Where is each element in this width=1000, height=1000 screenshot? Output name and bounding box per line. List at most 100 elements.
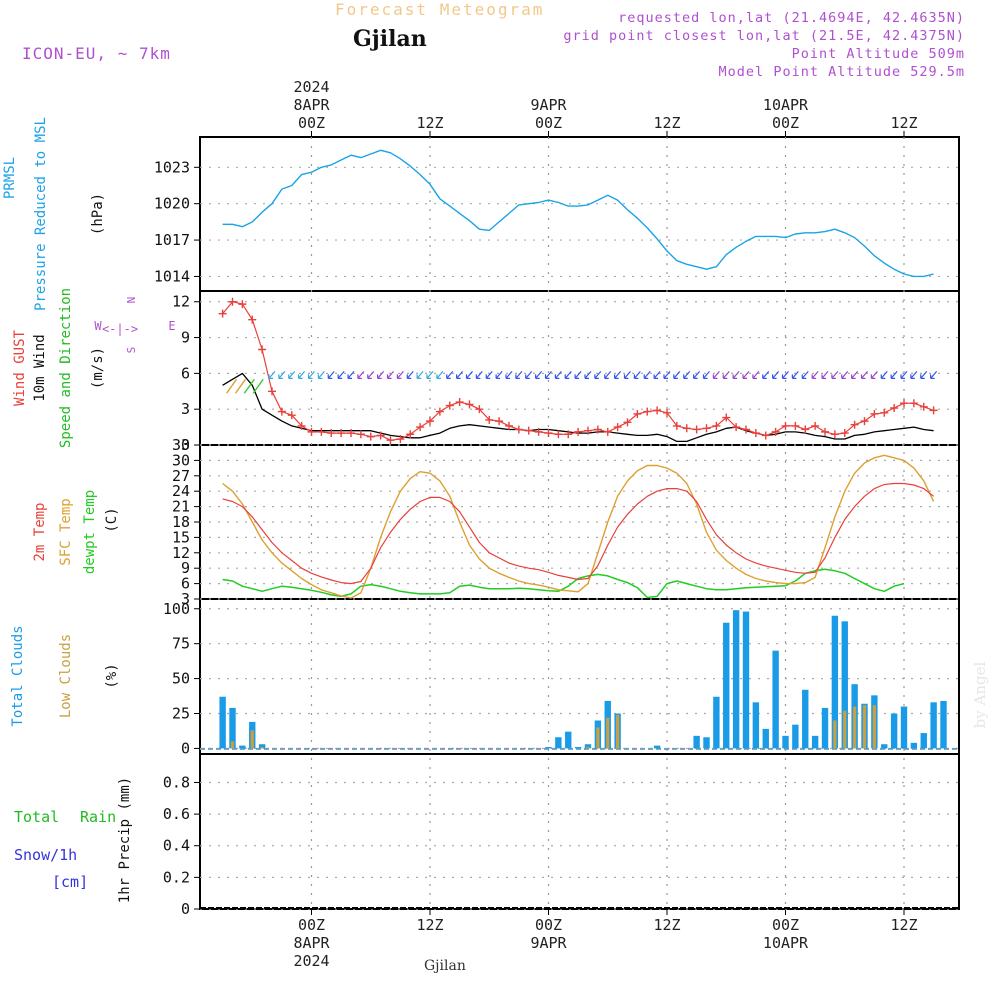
total-clouds-label: Total Clouds bbox=[10, 625, 26, 727]
wind-direction-arrow bbox=[252, 378, 264, 394]
total-cloud-bar bbox=[920, 733, 927, 749]
gust-marker bbox=[238, 300, 247, 309]
total-cloud-bar bbox=[219, 696, 226, 749]
gust-marker bbox=[495, 417, 504, 426]
wind-direction-arrow bbox=[633, 370, 641, 379]
wind-direction-arrow bbox=[860, 370, 868, 379]
wind-direction-arrow bbox=[781, 370, 789, 379]
total-cloud-bar bbox=[693, 735, 700, 749]
gust-marker bbox=[751, 429, 760, 438]
wind-direction-arrow bbox=[851, 370, 859, 379]
gust-markers bbox=[219, 297, 938, 445]
gust-marker bbox=[297, 421, 306, 430]
wind-direction-arrow bbox=[317, 370, 325, 379]
clouds-tick-label: 0 bbox=[181, 739, 190, 757]
gust-marker bbox=[356, 430, 365, 439]
gust-marker bbox=[623, 418, 632, 427]
wind-direction-arrow bbox=[377, 370, 385, 379]
time-label-bottom: 12Z bbox=[416, 916, 443, 934]
wind-direction-arrow bbox=[594, 370, 602, 379]
gust-marker bbox=[811, 421, 820, 430]
gust-marker bbox=[840, 429, 849, 438]
pressure-label-name: Pressure Reduced to MSL bbox=[33, 117, 49, 311]
gust-marker bbox=[514, 425, 523, 434]
time-label-bottom: 00Z bbox=[772, 916, 799, 934]
location-title: Gjilan bbox=[353, 26, 427, 52]
wind-direction-arrow bbox=[347, 370, 355, 379]
time-label-top: 12Z bbox=[653, 114, 680, 132]
wind-direction-arrow bbox=[831, 370, 839, 379]
gust-marker bbox=[317, 427, 326, 436]
gust-marker bbox=[633, 409, 642, 418]
wind-direction-arrow bbox=[535, 370, 543, 379]
wind-direction-arrow bbox=[821, 370, 829, 379]
gust-marker bbox=[435, 407, 444, 416]
wind-direction-arrow bbox=[396, 370, 404, 379]
wind-direction-arrow bbox=[910, 370, 918, 379]
time-label-top: 00Z bbox=[298, 114, 325, 132]
total-cloud-bar bbox=[239, 745, 246, 749]
low-cloud-bar bbox=[596, 727, 600, 749]
wind-direction-arrow bbox=[525, 370, 533, 379]
wind-tick-label: 12 bbox=[172, 293, 190, 311]
total-cloud-bar bbox=[930, 702, 937, 749]
sfc-temp-line bbox=[222, 454, 935, 599]
wind-direction-arrow bbox=[234, 378, 247, 394]
compass-w: W bbox=[94, 319, 102, 333]
gust-marker bbox=[277, 407, 286, 416]
wind-direction-arrow bbox=[243, 378, 255, 394]
time-label-top: 12Z bbox=[890, 114, 917, 132]
gust-marker bbox=[327, 429, 336, 438]
wind-direction-arrow bbox=[762, 370, 770, 379]
clouds-tick-label: 75 bbox=[172, 635, 190, 653]
wind-direction-arrow bbox=[574, 370, 582, 379]
total-cloud-bar bbox=[229, 707, 236, 749]
temp-tick-label: 30 bbox=[172, 451, 190, 469]
plot-frame bbox=[199, 136, 960, 910]
wind-tick-label: 9 bbox=[181, 329, 190, 347]
wind-unit-label: (m/s) bbox=[90, 346, 106, 390]
wind-direction-arrow bbox=[693, 370, 701, 379]
precip-axis-label: 1hr Precip (mm) bbox=[117, 776, 133, 904]
gust-marker bbox=[366, 432, 375, 441]
wind-direction-arrow bbox=[515, 370, 523, 379]
chart-title: Forecast Meteogram bbox=[335, 0, 545, 19]
wind-direction-arrow bbox=[436, 370, 444, 379]
low-cloud-bar bbox=[606, 717, 610, 749]
precip-rain-label: Rain bbox=[80, 808, 117, 826]
temp-tick-label: 3 bbox=[181, 590, 190, 608]
gust-marker bbox=[228, 297, 237, 306]
gust-marker bbox=[386, 436, 395, 445]
temp-dewpt-label: dewpt Temp bbox=[82, 489, 98, 575]
wind-direction-arrow bbox=[386, 370, 394, 379]
total-cloud-bar bbox=[881, 744, 888, 749]
low-cloud-bar bbox=[833, 720, 837, 749]
panel-frames bbox=[199, 136, 960, 910]
wind-direction-arrow bbox=[426, 370, 434, 379]
gust-marker bbox=[564, 430, 573, 439]
pressure-tick-label: 1023 bbox=[154, 158, 190, 176]
wind-direction-arrow bbox=[456, 370, 464, 379]
gust-marker bbox=[761, 431, 770, 440]
cloud-bars bbox=[200, 610, 959, 750]
precip-snow-unit: [cm] bbox=[52, 873, 89, 891]
gust-marker bbox=[593, 425, 602, 434]
gust-marker bbox=[475, 405, 484, 414]
gust-marker bbox=[909, 399, 918, 408]
wind-direction-arrow bbox=[288, 370, 296, 379]
gust-marker bbox=[445, 401, 454, 410]
gust-marker bbox=[643, 407, 652, 416]
wind-gust-line bbox=[222, 301, 934, 441]
total-cloud-bar bbox=[910, 742, 918, 749]
low-cloud-bar bbox=[853, 706, 857, 749]
gust-marker bbox=[880, 408, 889, 417]
wind-direction-arrows bbox=[226, 370, 938, 394]
wind-direction-arrow bbox=[663, 370, 671, 379]
gust-marker bbox=[268, 387, 276, 396]
wind-speed-direction-label: Speed and Direction bbox=[58, 287, 74, 449]
gust-marker bbox=[781, 421, 790, 430]
wind-direction-arrow bbox=[357, 370, 365, 379]
